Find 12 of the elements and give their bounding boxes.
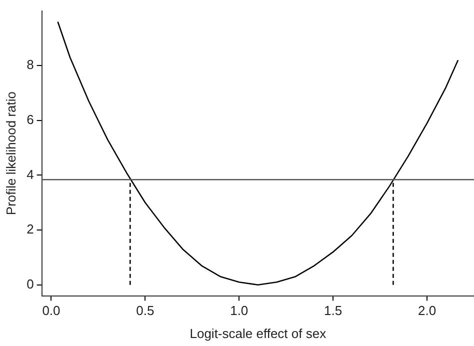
x-tick-label: 2.0: [418, 303, 436, 318]
x-axis-title: Logit-scale effect of sex: [190, 326, 327, 341]
y-tick-label: 4: [26, 166, 34, 182]
x-tick-label: 1.0: [230, 303, 248, 318]
x-tick-label: 0.0: [42, 303, 60, 318]
y-tick-label: 6: [26, 112, 34, 127]
x-tick-label: 1.5: [324, 303, 342, 318]
x-tick-label: 0.5: [136, 303, 154, 318]
y-tick-label: 8: [26, 57, 34, 72]
y-axis-title: Profile likelihood ratio: [3, 92, 18, 216]
y-tick-label: 0: [26, 276, 34, 292]
y-tick-label: 2: [26, 222, 34, 237]
